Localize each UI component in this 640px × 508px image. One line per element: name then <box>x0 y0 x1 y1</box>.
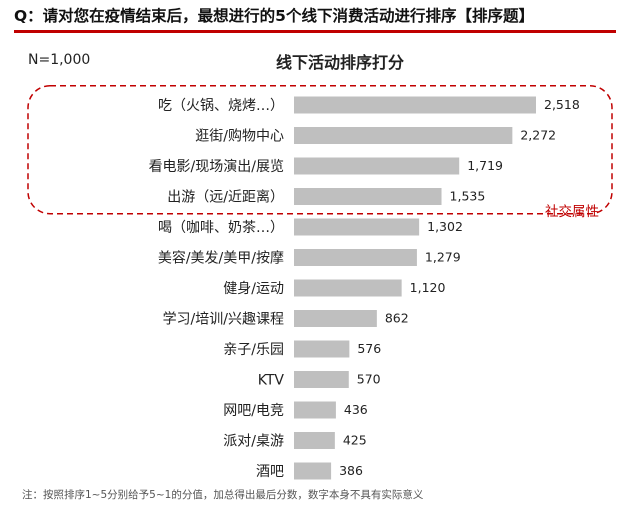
category-label: 喝（咖啡、奶茶…） <box>158 220 284 236</box>
bar <box>294 249 417 266</box>
bar <box>294 188 442 205</box>
bar <box>294 371 349 388</box>
footnote: 注：按照排序1~5分别给予5~1的分值，加总得出最后分数，数字本身不具有实际意义 <box>22 489 424 501</box>
value-label: 1,120 <box>410 280 446 295</box>
bar <box>294 218 420 236</box>
bar <box>294 279 402 297</box>
category-label: 学习/培训/兴趣课程 <box>163 312 284 328</box>
bar <box>294 127 513 144</box>
social-group-label: 社交属性 <box>545 204 599 220</box>
value-label: 862 <box>385 311 409 326</box>
value-label: 436 <box>344 402 368 417</box>
value-label: 2,518 <box>544 97 580 112</box>
category-label: 健身/运动 <box>223 281 284 297</box>
category-label: 亲子/乐园 <box>223 342 284 358</box>
bar <box>294 96 536 114</box>
bar <box>294 432 335 449</box>
question-title: Q：请对您在疫情结束后，最想进行的5个线下消费活动进行排序【排序题】 <box>14 7 534 25</box>
value-label: 1,279 <box>425 250 461 265</box>
value-label: 576 <box>357 341 381 356</box>
category-label: 看电影/现场演出/展览 <box>149 159 284 175</box>
chart-title: 线下活动排序打分 <box>275 53 404 72</box>
bar <box>294 401 336 419</box>
value-label: 1,302 <box>427 219 463 234</box>
sample-size-label: N=1,000 <box>28 52 91 68</box>
value-label: 425 <box>343 433 367 448</box>
question-header: Q：请对您在疫情结束后，最想进行的5个线下消费活动进行排序【排序题】 <box>14 4 616 33</box>
category-label: 吃（火锅、烧烤…） <box>158 98 284 114</box>
value-label: 1,719 <box>467 158 503 173</box>
value-label: 2,272 <box>520 128 556 143</box>
bar <box>294 310 377 327</box>
category-label: 网吧/电竞 <box>223 402 284 419</box>
bar <box>294 340 350 358</box>
category-label: 出游（远/近距离） <box>167 189 284 206</box>
value-label: 570 <box>357 372 381 387</box>
highlight-box <box>27 85 613 215</box>
value-label: 386 <box>339 463 363 478</box>
category-label: 美容/美发/美甲/按摩 <box>158 250 284 267</box>
category-label: 酒吧 <box>256 464 284 480</box>
bar <box>294 462 332 480</box>
bar <box>294 157 460 175</box>
category-label: KTV <box>258 373 285 389</box>
category-label: 派对/桌游 <box>223 434 284 450</box>
category-label: 逛街/购物中心 <box>195 129 284 145</box>
value-label: 1,535 <box>450 189 486 204</box>
